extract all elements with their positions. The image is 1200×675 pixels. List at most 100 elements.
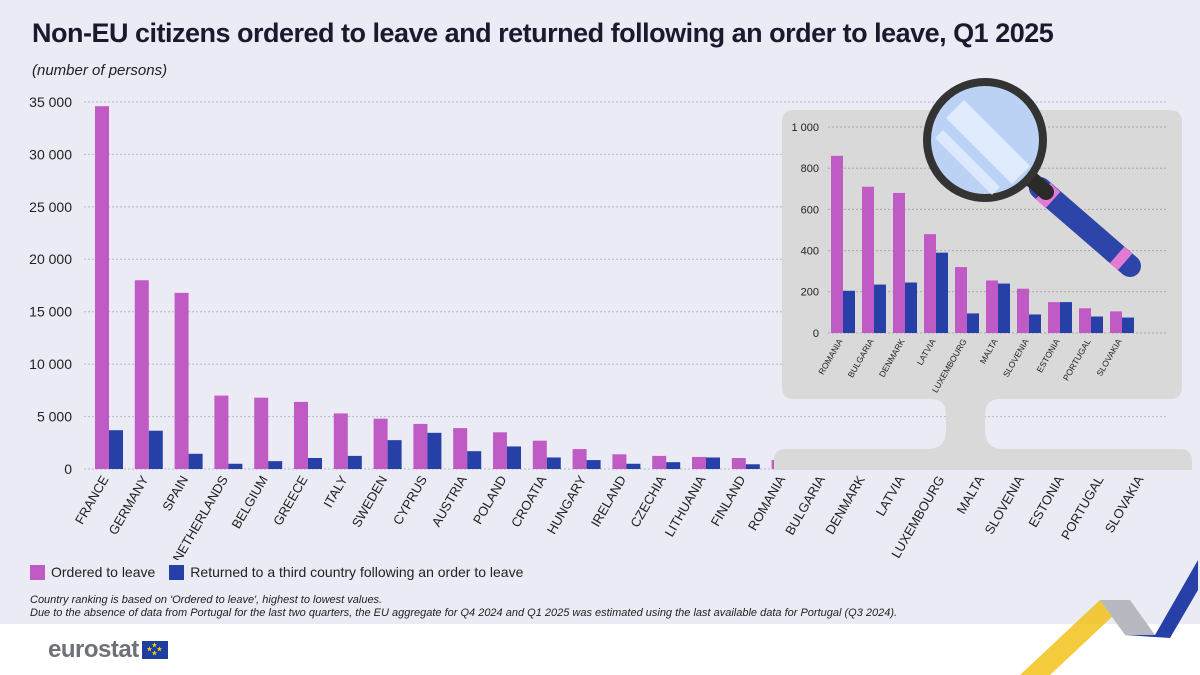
zoom-inset-panel — [774, 110, 1192, 470]
y-tick-label: 600 — [801, 204, 819, 216]
bar-ordered-spain — [174, 292, 189, 469]
bar-ordered-denmark — [893, 192, 905, 333]
bar-returned-france — [109, 430, 123, 469]
x-tick-label: SLOVAKIA — [1102, 473, 1147, 536]
y-tick-label: 0 — [813, 328, 819, 340]
legend-item-ordered: Ordered to leave — [30, 564, 155, 580]
x-tick-label: CZECHIA — [627, 473, 669, 530]
legend-label-ordered: Ordered to leave — [51, 564, 156, 580]
chart-title: Non-EU citizens ordered to leave and ret… — [32, 18, 1054, 48]
bar-returned-belgium — [268, 461, 283, 469]
bar-returned-luxembourg — [967, 313, 979, 333]
decorative-corner-stripes — [1020, 560, 1198, 675]
x-tick-label: CROATIA — [508, 473, 550, 530]
x-tick-label: LATVIA — [873, 473, 908, 519]
x-tick-label: BELGIUM — [229, 473, 271, 531]
bar-returned-austria — [467, 451, 482, 469]
legend-item-returned: Returned to a third country following an… — [169, 564, 523, 580]
bar-ordered-malta — [986, 280, 998, 333]
bar-ordered-croatia — [532, 440, 547, 469]
eurostat-logo: eurostat ★ ★ ★ ★ — [48, 636, 168, 664]
x-tick-label: IRELAND — [588, 473, 629, 529]
bar-returned-bulgaria — [874, 284, 886, 333]
bar-returned-portugal — [1091, 316, 1103, 333]
bar-ordered-sweden — [373, 418, 388, 469]
bar-returned-ireland — [626, 463, 641, 469]
x-tick-label: LITHUANIA — [662, 473, 709, 540]
legend-swatch-returned — [169, 564, 185, 580]
y-tick-label: 0 — [64, 461, 72, 477]
y-tick-label: 20 000 — [29, 251, 72, 267]
x-tick-label: PORTUGAL — [1058, 473, 1107, 542]
x-tick-label: CYPRUS — [390, 473, 430, 528]
footnote-ranking: Country ranking is based on 'Ordered to … — [30, 594, 383, 606]
bar-returned-cyprus — [427, 432, 442, 469]
y-tick-label: 200 — [801, 287, 819, 299]
bar-ordered-slovenia — [1017, 288, 1029, 333]
bar-ordered-luxembourg — [955, 267, 967, 333]
x-tick-label: FINLAND — [708, 473, 749, 529]
x-tick-label: SPAIN — [159, 473, 191, 513]
y-tick-label: 10 000 — [29, 356, 72, 372]
x-tick-label: MALTA — [953, 473, 987, 517]
x-tick-label: ESTONIA — [1025, 473, 1067, 530]
bar-ordered-lithuania — [692, 456, 706, 469]
bar-ordered-austria — [453, 428, 468, 469]
bar-ordered-latvia — [924, 234, 936, 333]
y-tick-label: 5 000 — [37, 408, 72, 424]
legend-swatch-ordered — [30, 564, 45, 580]
bar-ordered-romania — [831, 155, 843, 333]
bar-returned-czechia — [666, 462, 681, 469]
chart-subtitle: (number of persons) — [32, 62, 168, 79]
bar-returned-netherlands — [228, 463, 243, 469]
footer-bar — [0, 624, 1200, 675]
bar-ordered-poland — [493, 432, 507, 469]
x-tick-label: FRANCE — [72, 473, 112, 527]
y-tick-label: 400 — [801, 245, 819, 257]
x-tick-label: ROMANIA — [745, 473, 788, 533]
bar-returned-greece — [308, 457, 322, 469]
magnifying-glass-icon — [923, 78, 1141, 277]
x-tick-label: SWEDEN — [349, 473, 391, 530]
bar-ordered-cyprus — [413, 423, 428, 469]
bar-returned-hungary — [586, 460, 601, 469]
y-tick-label: 25 000 — [29, 199, 72, 215]
x-tick-label: GERMANY — [106, 473, 152, 538]
legend: Ordered to leave Returned to a third cou… — [30, 564, 537, 580]
x-tick-label: AUSTRIA — [429, 473, 470, 530]
bar-chart: 0 5 000 10 000 15 000 20 000 25 000 30 000 35 0… — [29, 78, 1192, 560]
footnote-portugal: Due to the absence of data from Portugal… — [30, 607, 898, 619]
bar-returned-romania — [843, 290, 855, 333]
bar-returned-spain — [188, 453, 203, 469]
bar-returned-poland — [507, 446, 521, 469]
bar-returned-slovenia — [1029, 314, 1041, 333]
y-tick-label: 15 000 — [29, 304, 72, 320]
bar-returned-slovakia — [1122, 317, 1134, 333]
bar-ordered-greece — [294, 401, 308, 469]
bar-ordered-ireland — [612, 454, 627, 469]
bar-ordered-italy — [333, 413, 348, 469]
bar-ordered-estonia — [1048, 302, 1060, 333]
bar-returned-estonia — [1060, 302, 1072, 333]
bar-returned-malta — [998, 283, 1010, 333]
bar-returned-germany — [148, 430, 163, 469]
bar-returned-denmark — [905, 282, 917, 333]
y-tick-label: 35 000 — [29, 94, 72, 110]
footnotes: Country ranking is based on 'Ordered to … — [30, 594, 897, 620]
y-tick-label: 1 000 — [791, 122, 819, 134]
x-tick-label: ITALY — [320, 473, 350, 510]
bar-ordered-germany — [134, 280, 149, 469]
brand-name: eurostat — [48, 636, 139, 663]
bar-ordered-czechia — [652, 455, 667, 469]
bar-returned-croatia — [546, 457, 561, 469]
x-tick-label: POLAND — [470, 473, 510, 527]
x-tick-label: SLOVENIA — [981, 473, 1027, 537]
bar-ordered-belgium — [254, 397, 269, 469]
y-tick-label: 30 000 — [29, 146, 72, 162]
bar-returned-lithuania — [706, 457, 720, 469]
x-tick-label: BULGARIA — [782, 473, 828, 538]
bar-ordered-finland — [731, 457, 746, 469]
bar-returned-finland — [745, 464, 760, 469]
y-tick-label: 800 — [801, 163, 819, 175]
bar-returned-italy — [347, 455, 362, 469]
